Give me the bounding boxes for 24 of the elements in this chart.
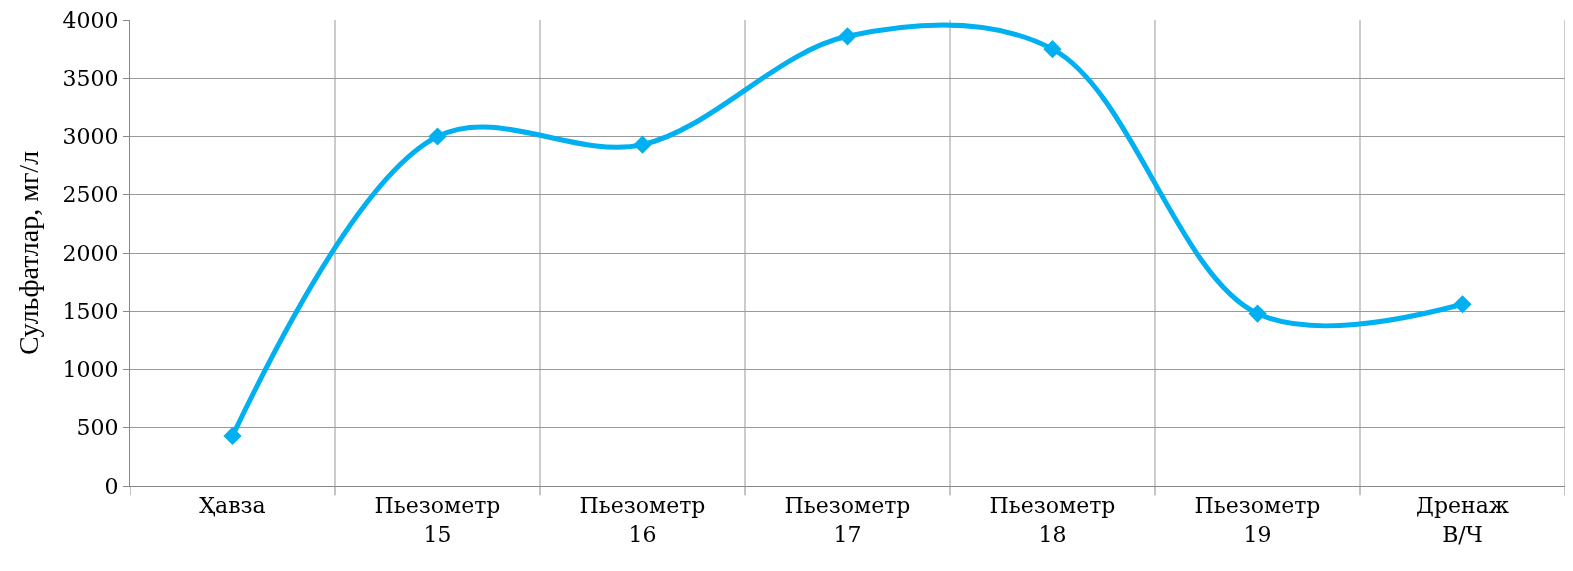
point bbox=[428, 127, 447, 146]
y-tick-label: 3500 bbox=[62, 65, 119, 91]
y-tick-label: 2000 bbox=[62, 240, 119, 266]
point bbox=[633, 135, 652, 154]
x-tick-label: Дренаж В/Ч bbox=[1415, 493, 1510, 547]
x-tick-label: Пьезометр 16 bbox=[579, 493, 706, 547]
x-tick-label: Ҳавза bbox=[199, 493, 266, 519]
y-tick-label: 1500 bbox=[62, 298, 119, 324]
x-tick-label: Пьезометр 18 bbox=[989, 493, 1116, 547]
x-tick-label: Пьезометр 17 bbox=[784, 493, 911, 547]
y-tick-label: 4000 bbox=[62, 7, 119, 33]
y-tick-label: 2500 bbox=[62, 182, 119, 208]
x-tick-label: Пьезометр 19 bbox=[1194, 493, 1321, 547]
y-tick-label: 500 bbox=[76, 415, 119, 441]
point bbox=[223, 426, 242, 446]
point bbox=[1248, 304, 1267, 323]
point bbox=[1453, 295, 1472, 314]
point bbox=[1043, 40, 1062, 59]
y-tick-label: 1000 bbox=[62, 357, 119, 383]
x-tick-label: Пьезометр 15 bbox=[374, 493, 501, 547]
point bbox=[838, 27, 857, 46]
y-axis-title: Сульфатлар, мг/л bbox=[13, 150, 45, 356]
y-tick-label: 3000 bbox=[62, 124, 119, 150]
y-tick-label: 0 bbox=[104, 473, 119, 499]
